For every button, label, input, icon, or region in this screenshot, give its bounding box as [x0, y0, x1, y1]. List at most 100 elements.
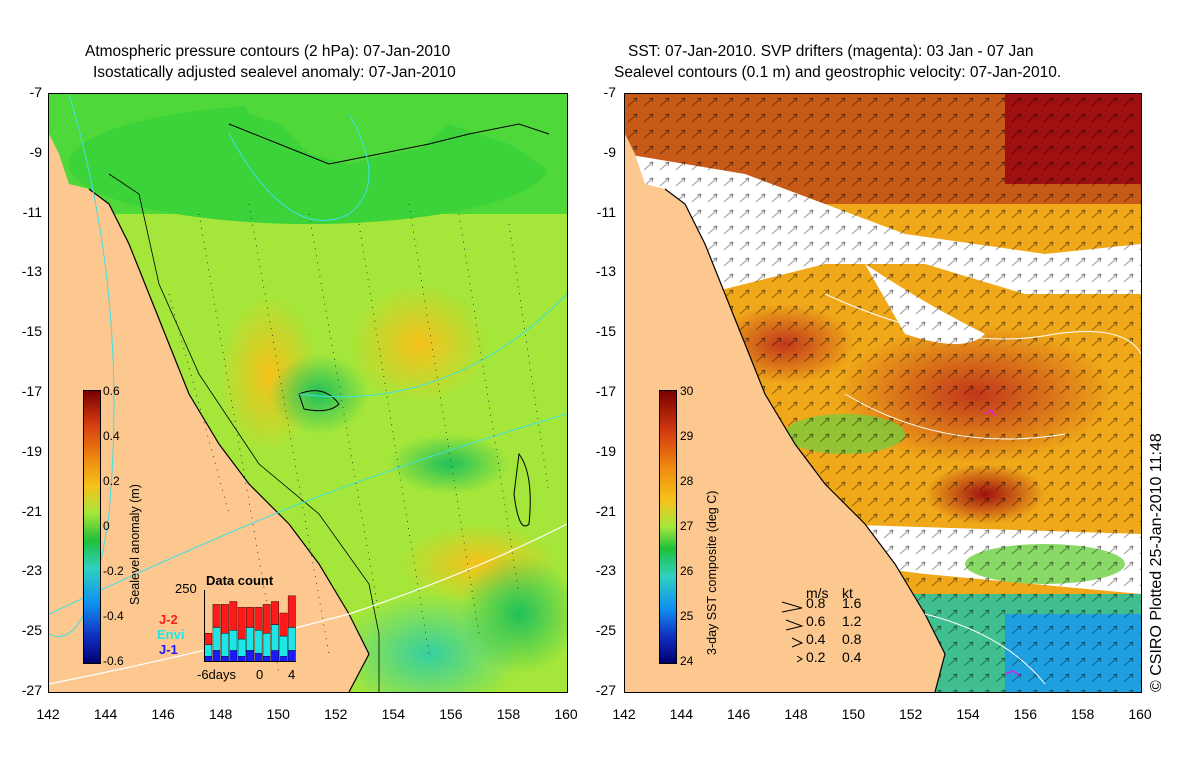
inset-legend-envi: Envi [157, 627, 185, 642]
histogram-bar-envi [271, 624, 280, 651]
histogram-bar-envi [279, 635, 288, 657]
lon-tick-right: 152 [898, 706, 923, 722]
right-cb-tick: 29 [680, 429, 694, 443]
left-title-line1: Atmospheric pressure contours (2 hPa): 0… [85, 43, 451, 60]
vel-legend-header-kt: kt [842, 585, 853, 601]
lat-tick-right: -9 [603, 143, 616, 160]
lon-tick-left: 156 [439, 706, 463, 722]
histogram-bar-j2 [229, 601, 238, 631]
lat-tick-right: -25 [595, 622, 616, 639]
left-cb-tick: -0.6 [103, 654, 124, 668]
inset-histogram [204, 590, 296, 662]
histogram-bar-j1 [271, 650, 280, 662]
right-cb-tick: 28 [680, 474, 694, 488]
histogram-bar-j2 [287, 595, 296, 628]
left-cb-tick: 0.2 [103, 474, 120, 488]
histogram-bar-j2 [204, 633, 213, 645]
lon-tick-right: 160 [1128, 706, 1152, 722]
histogram-bar-j2 [246, 607, 254, 628]
right-colorbar [659, 390, 677, 664]
lat-tick-right: -15 [595, 323, 616, 340]
vel-legend-ms: 0.4 [806, 631, 826, 647]
vel-legend-ms: 0.8 [806, 595, 826, 611]
histogram-bar-j2 [221, 604, 229, 634]
lon-tick-right: 150 [841, 706, 866, 722]
lat-tick-right: -11 [596, 203, 616, 220]
lat-tick-left: -19 [21, 442, 42, 459]
left-cb-tick: 0.6 [103, 384, 120, 398]
histogram-bar-envi [237, 638, 246, 657]
lon-tick-right: 148 [784, 706, 808, 722]
lon-tick-right: 158 [1070, 706, 1095, 722]
lon-tick-left: 160 [554, 706, 578, 722]
lon-tick-right: 154 [956, 706, 980, 722]
lon-tick-left: 146 [151, 706, 175, 722]
lat-tick-left: -27 [21, 682, 42, 698]
vel-legend-kt: 0.4 [842, 649, 862, 665]
lon-tick-right: 146 [726, 706, 751, 722]
vel-legend-kt: 1.2 [842, 613, 862, 629]
inset-legend-j2: J-2 [159, 612, 178, 627]
credit-text: © CSIRO Plotted 25-Jan-2010 11:48 [1148, 433, 1165, 692]
lat-tick-right: -13 [595, 263, 616, 280]
histogram-bar-j1 [254, 653, 263, 662]
lat-tick-left: -9 [29, 143, 42, 160]
histogram-bar-j2 [254, 607, 263, 631]
histogram-bar-j2 [271, 601, 280, 625]
histogram-bar-j2 [279, 612, 288, 637]
lon-tick-right: 156 [1013, 706, 1038, 722]
histogram-bar-envi [254, 630, 263, 654]
lon-tick-right: 144 [669, 706, 694, 722]
right-title-line1: SST: 07-Jan-2010. SVP drifters (magenta)… [628, 43, 1034, 60]
left-map [48, 93, 568, 693]
lon-tick-left: 150 [266, 706, 290, 722]
lat-tick-left: -11 [22, 203, 42, 220]
lat-tick-left: -25 [21, 622, 42, 639]
histogram-bar-envi [262, 633, 271, 657]
histogram-bar-j1 [246, 650, 254, 662]
histogram-bar-envi [246, 627, 254, 651]
right-cb-tick: 30 [680, 384, 694, 398]
inset-legend-j1: J-1 [159, 642, 178, 657]
vel-legend-kt: 1.6 [842, 595, 862, 611]
inset-x-tick: 0 [256, 667, 264, 682]
histogram-bar-j1 [212, 650, 221, 662]
inset-y-top: 250 [175, 581, 197, 596]
lat-tick-right: -21 [595, 502, 616, 519]
lat-tick-left: -21 [21, 502, 42, 519]
vel-legend-arrows [781, 601, 804, 663]
vel-legend-kt: 0.8 [842, 631, 862, 647]
right-colorbar-label: 3-day SST composite (deg C) [705, 490, 719, 655]
histogram-bar-j1 [287, 650, 296, 662]
lon-tick-left: 154 [381, 706, 406, 722]
histogram-bar-envi [204, 644, 213, 657]
histogram-bar-envi [221, 633, 229, 657]
right-map [624, 93, 1142, 693]
histogram-bar-j2 [237, 607, 246, 640]
lon-tick-left: 148 [208, 706, 233, 722]
right-cb-tick: 25 [680, 609, 694, 623]
inset-x-tick: -6days [197, 667, 237, 682]
histogram-bar-j2 [212, 604, 221, 628]
vel-legend-ms: 0.6 [806, 613, 826, 629]
lat-tick-left: -13 [21, 263, 42, 280]
lon-tick-left: 144 [93, 706, 118, 722]
left-title-line2: Isostatically adjusted sealevel anomaly:… [93, 64, 456, 81]
vel-legend-ms: 0.2 [806, 649, 826, 665]
lat-tick-right: -17 [595, 383, 616, 399]
lon-tick-left: 152 [324, 706, 348, 722]
histogram-bar-envi [212, 627, 221, 651]
lat-tick-left: -17 [21, 383, 42, 399]
right-cb-tick: 26 [680, 564, 694, 578]
lat-tick-left: -15 [21, 323, 42, 340]
lat-tick-right: -7 [603, 84, 616, 100]
histogram-bar-envi [287, 627, 296, 651]
lat-tick-right: -23 [595, 562, 616, 579]
inset-title: Data count [206, 573, 274, 588]
lon-tick-left: 142 [36, 706, 60, 722]
left-colorbar-label: Sealevel anomaly (m) [128, 484, 142, 605]
inset-x-tick: 4 [288, 667, 296, 682]
lat-tick-right: -27 [595, 682, 616, 698]
left-cb-tick: -0.4 [103, 609, 124, 623]
histogram-axis [204, 590, 296, 662]
